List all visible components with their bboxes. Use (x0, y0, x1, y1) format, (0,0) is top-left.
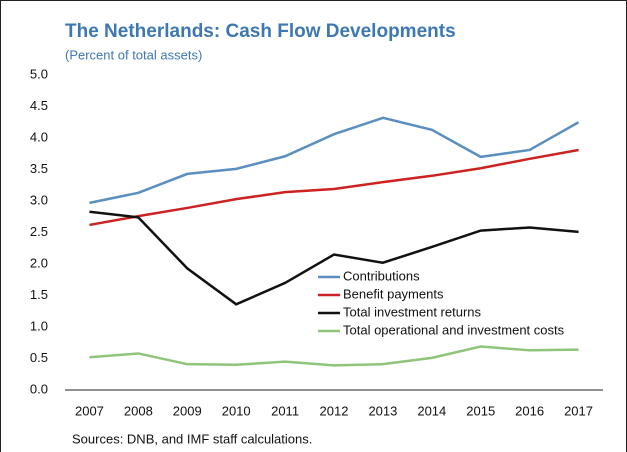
y-tick-label: 1.0 (30, 318, 48, 333)
y-tick-label: 2.5 (30, 224, 48, 239)
x-tick-label: 2017 (564, 403, 593, 418)
x-tick-label: 2009 (173, 403, 202, 418)
x-tick-label: 2013 (368, 403, 397, 418)
y-tick-label: 2.0 (30, 255, 48, 270)
y-tick-label: 4.5 (30, 98, 48, 113)
x-tick-label: 2010 (222, 403, 251, 418)
x-tick-label: 2012 (320, 403, 349, 418)
series-line (89, 345, 579, 367)
y-tick-label: 1.5 (30, 287, 48, 302)
legend-label: Contributions (343, 268, 420, 283)
y-tick-label: 3.0 (30, 192, 48, 207)
y-tick-label: 0.5 (30, 350, 48, 365)
legend-label: Total operational and investment costs (343, 322, 565, 337)
y-tick-label: 3.5 (30, 161, 48, 176)
y-tick-label: 4.0 (30, 129, 48, 144)
legend-label: Benefit payments (343, 286, 444, 301)
chart-subtitle: (Percent of total assets) (65, 47, 202, 62)
series-line (89, 148, 579, 227)
x-tick-label: 2008 (124, 403, 153, 418)
y-tick-label: 0.0 (30, 381, 48, 396)
x-tick-label: 2014 (417, 403, 446, 418)
series-line (89, 210, 579, 306)
x-tick-label: 2011 (271, 403, 299, 418)
x-tick-label: 2016 (515, 403, 544, 418)
chart-title: The Netherlands: Cash Flow Developments (65, 21, 456, 42)
x-tick-label: 2015 (466, 403, 495, 418)
source-note: Sources: DNB, and IMF staff calculations… (72, 431, 312, 446)
legend-label: Total investment returns (343, 304, 482, 319)
x-tick-label: 2007 (75, 403, 104, 418)
series-line (89, 116, 580, 205)
y-tick-label: 5.0 (30, 66, 48, 81)
